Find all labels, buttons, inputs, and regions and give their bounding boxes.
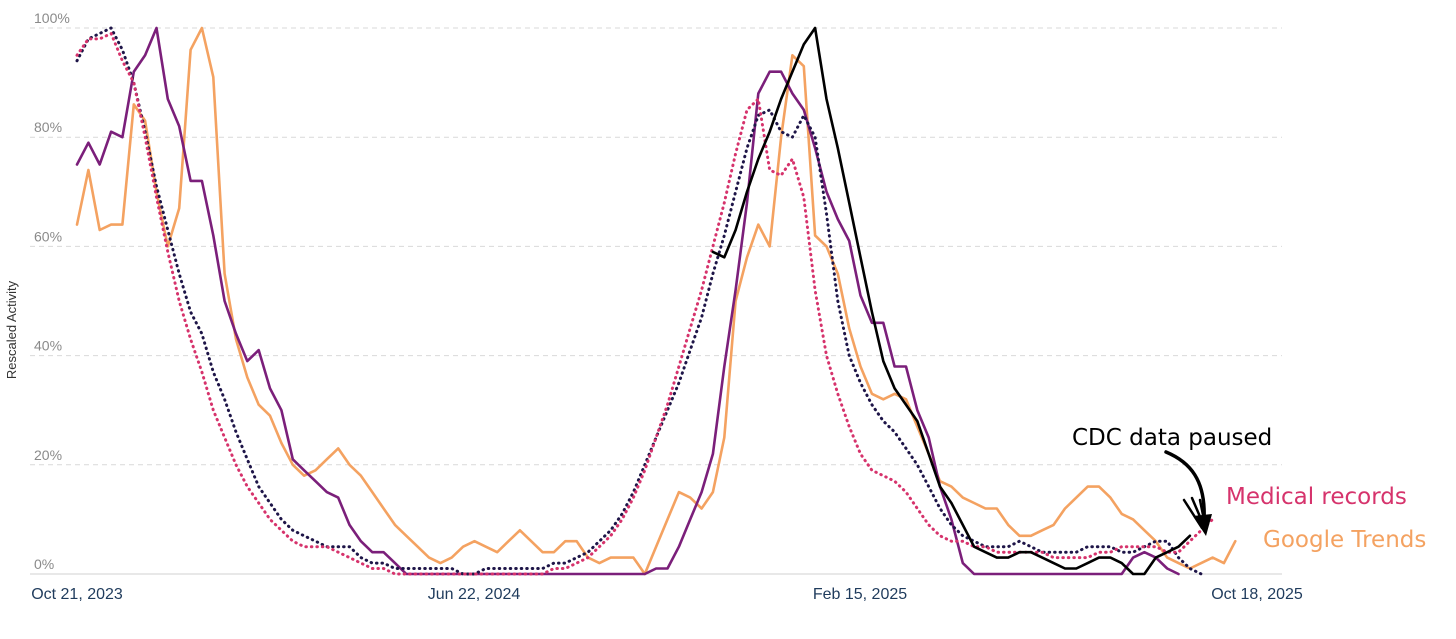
- y-tick-label: 0%: [34, 556, 54, 572]
- series-line-navy-dotted: [75, 26, 1203, 576]
- annotation-arrow: [1164, 450, 1212, 536]
- y-tick-label: 80%: [34, 119, 62, 135]
- annotation-medical-records: Medical records: [1226, 484, 1407, 510]
- y-tick-label: 60%: [34, 228, 62, 244]
- annotation-cdc-data-paused: CDC data paused: [1072, 425, 1272, 451]
- series-line-medical-records: [75, 32, 1215, 576]
- y-axis-ticks: 0% 20% 40% 60% 80% 100%: [34, 10, 70, 572]
- x-axis-ticks: Oct 21, 2023 Jun 22, 2024 Feb 15, 2025 O…: [31, 586, 1303, 603]
- x-tick-label: Feb 15, 2025: [813, 586, 907, 603]
- y-tick-label: 40%: [34, 338, 62, 354]
- x-tick-label: Jun 22, 2024: [428, 586, 521, 603]
- series-line-google-trends: [75, 26, 1237, 576]
- series-lines: [75, 26, 1237, 576]
- y-axis-label: Rescaled Activity: [4, 280, 19, 379]
- annotation-google-trends: Google Trends: [1263, 527, 1426, 553]
- y-tick-label: 100%: [34, 10, 70, 26]
- grid-lines: [30, 27, 1282, 575]
- series-line-purple-series: [75, 26, 1180, 576]
- arrow-head-icon: [1193, 514, 1212, 536]
- y-tick-label: 20%: [34, 447, 62, 463]
- x-tick-label: Oct 18, 2025: [1211, 586, 1303, 603]
- series-line-cdc: [711, 26, 1192, 576]
- x-tick-label: Oct 21, 2023: [31, 586, 123, 603]
- arrow-icon: [1164, 450, 1206, 522]
